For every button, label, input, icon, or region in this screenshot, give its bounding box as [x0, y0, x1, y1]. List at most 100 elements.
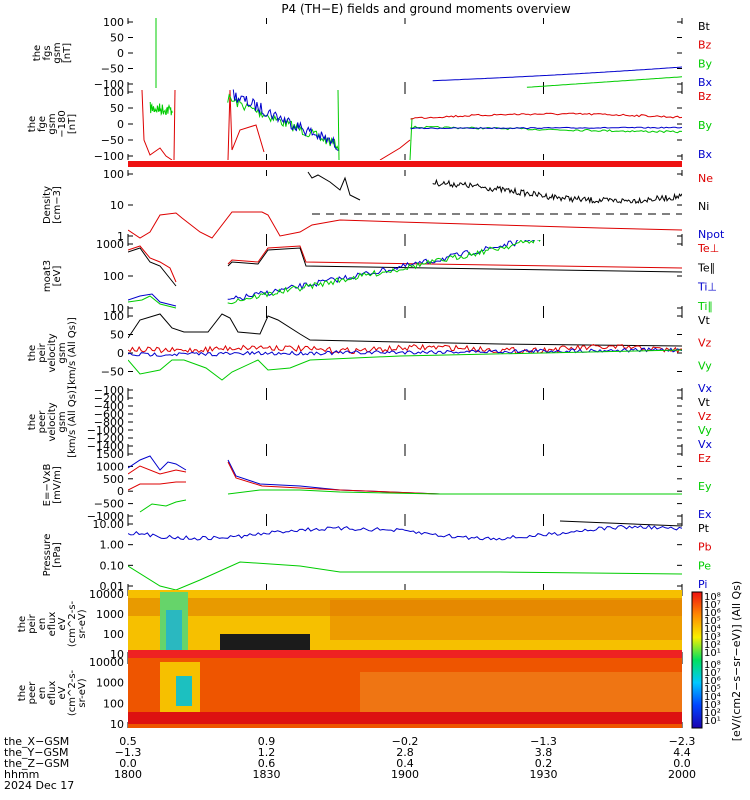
- panel-efield-ylabel: E=−VxB [mV/m]: [42, 464, 63, 507]
- ylabel-line: velocity: [47, 333, 58, 372]
- panel-peer_eflux-ylabel: the peer en eflux eV (cm^2-s-sr-eV): [17, 669, 88, 716]
- ylabel-line: peer: [37, 410, 48, 434]
- ylabel-line: (cm^2-s-: [67, 600, 78, 647]
- ephemeris-value: −1.3: [530, 735, 557, 748]
- panel-peir_vel-ylabel: the peir velocity gsm [km/s (All Qs)]: [27, 317, 78, 389]
- Bz-trace: [173, 89, 176, 160]
- colorbar-tick: 10⁶: [704, 676, 721, 687]
- ytick-label: −50: [101, 134, 124, 147]
- panel-temp: moat3 [eV] 1000 100 10 Te⊥ Te∥ Ti⊥ Ti∥: [42, 238, 719, 315]
- ytick-label: −600: [94, 408, 124, 421]
- ephemeris-value: −1.3: [115, 746, 142, 759]
- ylabel-line: [eV]: [52, 266, 63, 287]
- quality-flag-bar: [128, 161, 682, 167]
- colorbar-tick: 10¹: [704, 716, 721, 727]
- ytick-label: −100: [94, 78, 124, 91]
- ytick-label: 10000: [89, 656, 124, 669]
- ylabel-line: peir: [37, 342, 48, 362]
- Bx-trace: [432, 66, 682, 82]
- colorbar-tick: 10⁸: [704, 660, 721, 671]
- legend-Vz: Vz: [698, 410, 712, 423]
- panel-fge: the fge gsm −180 [nT] 100 50 0 −50 −100 Bz By Bx: [27, 86, 713, 163]
- Bz-trace: [379, 139, 411, 160]
- Ez-trace: [227, 461, 441, 495]
- ytick-label: −1000: [87, 424, 124, 437]
- ylabel-line: peir: [27, 613, 38, 633]
- efield-traces: [128, 455, 682, 513]
- ytick-label: −1400: [87, 440, 124, 453]
- Bz-trace: [227, 89, 265, 160]
- ytick-label: −50: [101, 63, 124, 76]
- ytick-label: 10: [110, 718, 124, 731]
- panel-peir_eflux-ylabel: the peir en eflux eV (cm^2-s-sr-eV): [17, 600, 88, 647]
- ephemeris-value: 1900: [391, 768, 419, 781]
- ytick-label: 1.00: [100, 539, 125, 552]
- colorbar: [691, 591, 703, 729]
- ylabel-line: eflux: [47, 612, 58, 637]
- panel-density-ylabel: Density [cm−3]: [42, 186, 63, 224]
- ytick-label: 100: [103, 697, 124, 710]
- ylabel-line: sr-eV): [77, 609, 88, 638]
- ylabel-line: gsm: [57, 342, 68, 363]
- legend-Pi: Pi: [698, 578, 707, 591]
- ylabel-line: [km/s (All Qs)]: [67, 386, 78, 458]
- ylabel-line: [nT]: [62, 43, 73, 63]
- ylabel-line: the: [27, 414, 38, 430]
- ylabel-line: [km/s (All Qs)]: [67, 317, 78, 389]
- ytick-label: 0: [117, 47, 124, 60]
- density-traces: [128, 171, 682, 239]
- ytick-label: 1: [117, 230, 124, 243]
- Vt-trace: [128, 313, 682, 347]
- Ey-trace: [227, 489, 682, 495]
- ytick-label: 10: [110, 199, 124, 212]
- Ne-trace: [128, 211, 682, 239]
- legend-Npot: Npot: [698, 228, 725, 241]
- ylabel-line: eflux: [47, 681, 58, 706]
- ytick-label: 10: [110, 302, 124, 315]
- Pt-trace: [559, 520, 682, 527]
- legend-Pe: Pe: [698, 559, 711, 572]
- Pe-trace: [128, 561, 682, 590]
- ytick-label: 50: [110, 32, 124, 45]
- legend-By: By: [698, 57, 713, 70]
- legend-Ez: Ez: [698, 452, 711, 465]
- panel-pressure-ylabel: Pressure [nPa]: [42, 534, 63, 577]
- ylabel-line: gsm: [47, 113, 58, 134]
- ytick-label: 1000: [96, 608, 124, 621]
- ytick-label: 0: [117, 347, 124, 360]
- ylabel-line: fge: [37, 116, 48, 132]
- flux-band: [128, 712, 682, 724]
- ephemeris-value: 0.0: [673, 757, 691, 770]
- ylabel-line: peer: [27, 681, 38, 705]
- panel-peer_vel: the peer velocity gsm [km/s (All Qs)] −200−40…: [27, 386, 713, 458]
- ytick-label: 100: [103, 168, 124, 181]
- ephemeris-value: 1800: [114, 768, 142, 781]
- ephemeris-value: −0.2: [392, 735, 419, 748]
- ytick-label: 100: [103, 310, 124, 323]
- ytick-label: 0: [117, 118, 124, 131]
- Ex-trace: [128, 455, 187, 471]
- panel-fgs-ylabel: the fgs gsm [nT]: [32, 42, 73, 63]
- Pi-trace: [128, 524, 682, 541]
- Vy-trace: [128, 349, 682, 381]
- Ti-perp-trace: [128, 293, 177, 307]
- flux-band: [330, 600, 682, 640]
- ylabel-line: Density: [42, 186, 53, 224]
- ytick-label: 50: [110, 102, 124, 115]
- ylabel-line: gsm: [57, 411, 68, 432]
- ylabel-line: the: [27, 345, 38, 361]
- ylabel-line: en: [37, 687, 48, 700]
- ylabel-line: velocity: [47, 402, 58, 441]
- legend-Te∥: Te∥: [697, 261, 715, 274]
- ylabel-line: [mV/m]: [52, 466, 63, 504]
- ephemeris-label: the_X−GSM: [4, 735, 69, 748]
- Te-par-trace: [227, 247, 682, 273]
- colorbar-tick: 10⁴: [704, 692, 721, 703]
- ytick-label: −500: [94, 498, 124, 511]
- flux-band: [128, 650, 682, 658]
- ylabel-line: fgs: [42, 45, 53, 60]
- By-trace: [149, 101, 173, 117]
- panel-peir_eflux: the peir en eflux eV (cm^2-s-sr-eV)10000 1000 1…: [17, 588, 683, 661]
